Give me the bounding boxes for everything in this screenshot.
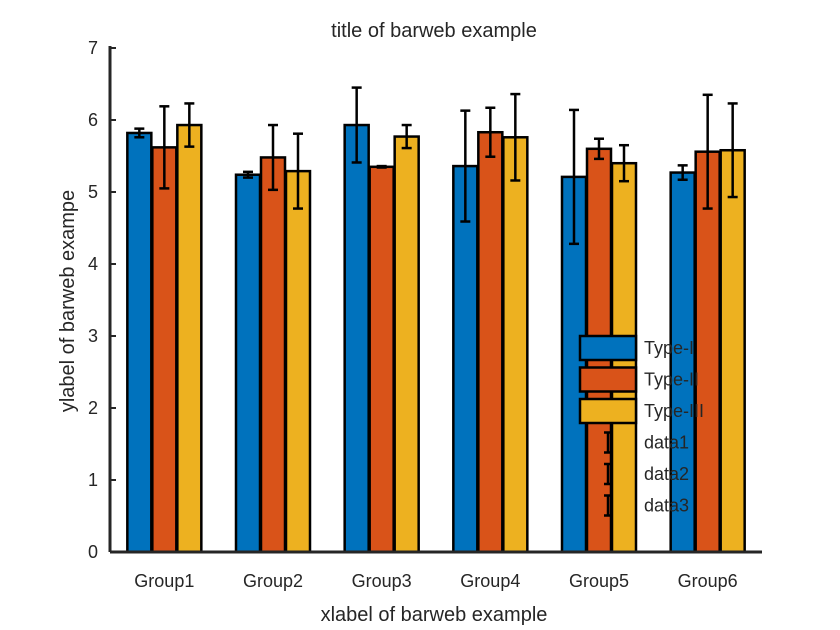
bar-group4-type-i: [452, 164, 479, 554]
legend-item-data1: data1: [604, 431, 689, 454]
legend-item-data2: data2: [604, 462, 689, 486]
errorbar-group1-type-iii: [184, 102, 195, 148]
legend-label: Type-I: [644, 338, 694, 358]
y-tick-label: 3: [88, 326, 98, 346]
legend-label: Type-III: [644, 401, 704, 421]
y-tick-label: 2: [88, 398, 98, 418]
bar-group3-type-iii: [393, 135, 420, 554]
bar-group1-type-ii: [151, 146, 178, 554]
legend-label: data2: [644, 464, 689, 484]
bar-group6-type-ii: [694, 150, 721, 554]
y-tick-label: 1: [88, 470, 98, 490]
legend: Type-I Type-II Type-III data1 data2 data3: [578, 334, 704, 517]
errorbar-group5-type-iii: [619, 143, 629, 183]
errorbar-group6-type-i: [677, 164, 688, 182]
errorbar-group2-type-i: [243, 170, 253, 179]
y-tick-label: 7: [88, 38, 98, 58]
legend-item-type-i: Type-I: [578, 334, 694, 362]
errorbar-group4-type-iii: [510, 92, 521, 182]
legend-swatch: [578, 334, 638, 362]
errorbar-group1-type-ii: [159, 105, 170, 190]
x-tick-label: Group4: [460, 571, 520, 591]
errorbar-group1-type-i: [134, 127, 145, 139]
chart-title: title of barweb example: [331, 20, 537, 42]
bar-group2-type-iii: [284, 169, 312, 554]
legend-label: Type-II: [644, 370, 699, 390]
legend-swatch: [578, 366, 638, 393]
x-tick-label: Group1: [134, 571, 194, 591]
bar-group2-type-i: [234, 173, 262, 554]
y-axis-label: ylabel of barweb exampe: [57, 190, 79, 412]
errorbar-group2-type-ii: [268, 123, 278, 192]
legend-item-data3: data3: [604, 494, 689, 517]
errorbar-group3-type-ii: [376, 164, 387, 169]
y-tick-label: 5: [88, 182, 98, 202]
y-tick-label: 0: [88, 542, 98, 562]
legend-swatch: [578, 397, 638, 425]
bar-group6-type-iii: [719, 148, 746, 554]
errorbar-group3-type-iii: [401, 123, 412, 150]
x-tick-label: Group3: [352, 571, 412, 591]
legend-item-type-ii: Type-II: [578, 366, 699, 393]
x-axis-label: xlabel of barweb example: [321, 604, 548, 626]
errorbar-group2-type-iii: [293, 132, 303, 210]
bar-group1-type-i: [126, 131, 153, 554]
bar-group4-type-ii: [477, 130, 504, 554]
errorbars-group: [134, 86, 738, 246]
y-tick-label: 6: [88, 110, 98, 130]
errorbar-group6-type-ii: [702, 93, 713, 210]
bar-group4-type-iii: [502, 136, 529, 554]
legend-label: data3: [644, 496, 689, 516]
bar-group2-type-ii: [259, 156, 287, 554]
x-tick-label: Group6: [678, 571, 738, 591]
x-tick-labels: Group1 Group2 Group3 Group4 Group5 Group6: [134, 571, 737, 591]
bar-group3-type-i: [343, 123, 370, 554]
errorbar-group4-type-ii: [485, 106, 496, 158]
errorbar-group5-type-ii: [594, 137, 604, 161]
y-tick-label: 4: [88, 254, 98, 274]
errorbar-group6-type-iii: [727, 102, 738, 199]
bar-group1-type-iii: [176, 123, 203, 554]
x-tick-label: Group2: [243, 571, 303, 591]
errorbar-group4-type-i: [460, 109, 471, 223]
axes-group: [108, 46, 762, 554]
y-tick-labels: 0 1 2 3 4 5 6 7: [88, 38, 98, 562]
x-tick-label: Group5: [569, 571, 629, 591]
legend-label: data1: [644, 433, 689, 453]
bar-group3-type-ii: [368, 165, 395, 554]
errorbar-group3-type-i: [351, 86, 362, 164]
errorbar-group5-type-i: [569, 108, 579, 246]
legend-item-type-iii: Type-III: [578, 397, 704, 425]
